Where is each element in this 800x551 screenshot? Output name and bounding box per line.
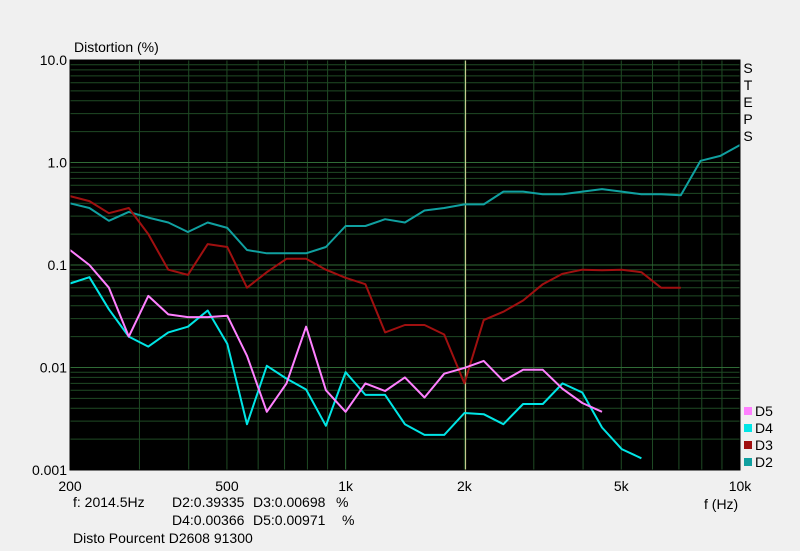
series-line-d3 [69, 195, 681, 385]
x-tick-label: 2k [457, 478, 473, 494]
legend-label-d4: D4 [755, 420, 773, 436]
x-tick-label: 1k [338, 478, 354, 494]
legend-label-d2: D2 [755, 454, 773, 470]
x-tick-label: 5k [614, 478, 630, 494]
x-axis-label: f (Hz) [704, 496, 738, 512]
x-tick-labels: 200 500 1k 2k 5k 10k [58, 478, 752, 494]
cursor-d2-value: D2:0.39335 [172, 494, 245, 510]
y-tick-label: 0.1 [48, 257, 68, 273]
legend-swatch-d3 [744, 441, 752, 449]
cursor-frequency: f: 2014.5Hz [73, 494, 145, 510]
cursor-d4-value: D4:0.00366 [172, 512, 245, 528]
footer-title: Disto Pourcent D2608 91300 [73, 530, 253, 546]
steps-letter: E [743, 94, 752, 110]
y-tick-labels: 10.0 1.0 0.1 0.01 0.001 [32, 52, 67, 478]
legend-swatch-d4 [744, 424, 752, 432]
legend-label-d3: D3 [755, 437, 773, 453]
legend-label-d5: D5 [755, 403, 773, 419]
x-tick-label: 200 [58, 478, 82, 494]
series-line-d4 [69, 276, 642, 460]
y-tick-label: 1.0 [48, 155, 68, 171]
steps-letter: S [743, 128, 752, 144]
plot-frame [69, 59, 741, 471]
y-tick-label: 0.01 [40, 360, 67, 376]
cursor-d3-value: D3:0.00698 [253, 494, 326, 510]
cursor-unit-1: % [336, 494, 349, 510]
x-tick-label: 500 [215, 478, 239, 494]
legend-swatch-d2 [744, 458, 752, 466]
cursor-unit-2: % [342, 512, 355, 528]
steps-letter: P [743, 111, 752, 127]
y-tick-label: 0.001 [32, 462, 67, 478]
series-line-d2 [69, 144, 741, 255]
steps-letter: S [743, 60, 752, 76]
y-tick-label: 10.0 [40, 52, 67, 68]
x-tick-label: 10k [729, 478, 753, 494]
steps-letter: T [744, 77, 753, 93]
series-line-d5 [69, 249, 603, 413]
legend-swatch-d5 [744, 407, 752, 415]
series-layer [69, 144, 741, 460]
chart-title: Distortion (%) [74, 39, 159, 55]
cursor-d5-value: D5:0.00971 [253, 512, 326, 528]
